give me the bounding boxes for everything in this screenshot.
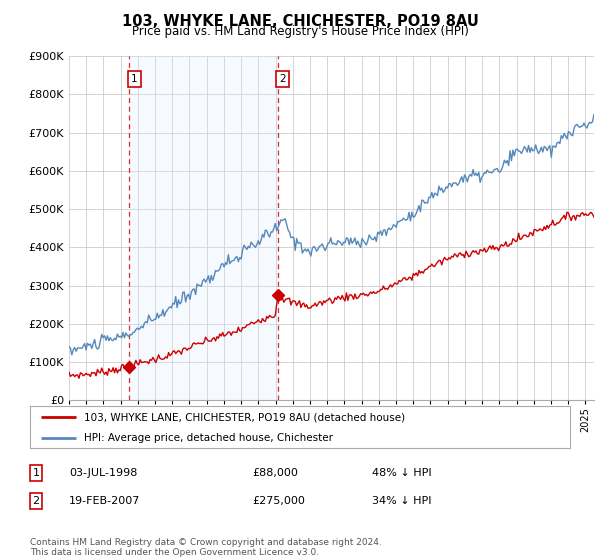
Text: 2: 2	[280, 74, 286, 84]
Text: 19-FEB-2007: 19-FEB-2007	[69, 496, 140, 506]
Text: HPI: Average price, detached house, Chichester: HPI: Average price, detached house, Chic…	[84, 433, 333, 444]
Text: 1: 1	[131, 74, 138, 84]
Text: 103, WHYKE LANE, CHICHESTER, PO19 8AU (detached house): 103, WHYKE LANE, CHICHESTER, PO19 8AU (d…	[84, 412, 405, 422]
Text: £88,000: £88,000	[252, 468, 298, 478]
Text: 48% ↓ HPI: 48% ↓ HPI	[372, 468, 431, 478]
Bar	[129, 56, 278, 400]
Text: £275,000: £275,000	[252, 496, 305, 506]
Text: 1: 1	[32, 468, 40, 478]
Text: 34% ↓ HPI: 34% ↓ HPI	[372, 496, 431, 506]
Text: Contains HM Land Registry data © Crown copyright and database right 2024.
This d: Contains HM Land Registry data © Crown c…	[30, 538, 382, 557]
Text: 103, WHYKE LANE, CHICHESTER, PO19 8AU: 103, WHYKE LANE, CHICHESTER, PO19 8AU	[122, 14, 478, 29]
Text: 2: 2	[32, 496, 40, 506]
Text: Price paid vs. HM Land Registry's House Price Index (HPI): Price paid vs. HM Land Registry's House …	[131, 25, 469, 38]
Text: 03-JUL-1998: 03-JUL-1998	[69, 468, 137, 478]
